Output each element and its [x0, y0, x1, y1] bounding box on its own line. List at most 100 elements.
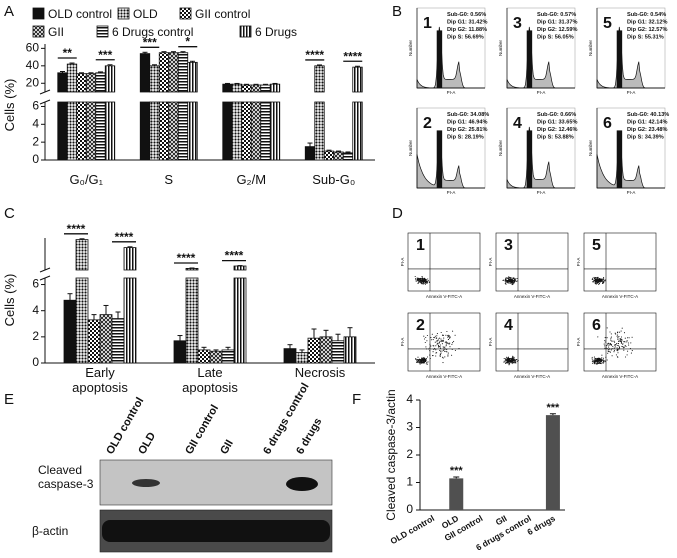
error-bar: [115, 311, 121, 319]
bar: [352, 66, 363, 93]
dot: [624, 345, 626, 347]
dot: [621, 345, 623, 347]
dot: [613, 340, 615, 342]
bar: [185, 267, 199, 271]
bar: [269, 83, 281, 93]
bar: [76, 101, 87, 161]
dot: [430, 339, 432, 341]
stat-line: Dip S: 53.88%: [537, 135, 574, 141]
dot: [415, 358, 417, 360]
dot: [449, 342, 451, 344]
y-tick-label: 2: [32, 329, 39, 343]
dot: [438, 345, 440, 347]
dot: [512, 355, 514, 357]
dot: [421, 276, 423, 278]
dot: [429, 347, 431, 349]
legend-swatch: [117, 7, 130, 20]
y-axis-label: Cleaved caspase-3/actin: [384, 389, 398, 520]
significance-label: *: [185, 35, 190, 49]
x-tick-label: G₀/G₁: [69, 172, 103, 187]
dot: [622, 343, 624, 345]
dot: [620, 330, 622, 332]
panel-letter: C: [4, 205, 15, 222]
dot: [606, 327, 608, 329]
dots: [502, 276, 518, 286]
bar: [250, 101, 262, 161]
dot: [444, 346, 446, 348]
axis-label: PI-A: [447, 90, 456, 95]
bar: [75, 239, 89, 271]
dot: [511, 278, 513, 281]
plot-number: 1: [423, 15, 432, 32]
x-tick-label: Late apoptosis: [182, 365, 238, 395]
axis-label: Number: [498, 40, 503, 57]
dot: [598, 283, 600, 285]
stat-line: Dip G2: 12.46%: [537, 127, 577, 133]
dot: [444, 348, 447, 350]
bar: [95, 101, 106, 161]
dot: [627, 342, 630, 344]
bar: [168, 101, 179, 161]
dot: [512, 359, 514, 361]
dot: [512, 281, 514, 283]
dot: [594, 362, 596, 364]
dot: [433, 345, 435, 347]
bar: [111, 318, 125, 364]
dot: [437, 342, 439, 344]
error-bar: [103, 304, 109, 315]
dot: [596, 359, 598, 361]
dot: [418, 278, 420, 280]
dot: [436, 337, 438, 339]
dot: [595, 358, 597, 360]
dot: [505, 282, 507, 284]
dot: [426, 356, 429, 358]
dot: [600, 360, 602, 362]
dot: [621, 327, 623, 329]
bar: [260, 84, 271, 93]
band: [132, 479, 160, 487]
dot: [609, 351, 611, 353]
axis-label: PI-A: [537, 190, 546, 195]
dot: [618, 346, 621, 348]
stat-line: Dip G2: 23.48%: [627, 127, 667, 133]
dot: [419, 359, 421, 361]
dot: [452, 342, 454, 344]
significance-label: ***: [143, 35, 157, 49]
y-axis-label: Cells (%): [2, 274, 17, 327]
dot: [513, 361, 515, 363]
error-bar: [98, 71, 103, 73]
dot: [423, 282, 425, 284]
dot: [429, 357, 431, 360]
dot: [513, 358, 515, 361]
dot: [417, 359, 419, 361]
dot: [593, 276, 595, 278]
y-axis-label: Cells (%): [2, 79, 17, 132]
y-tick-label: 2: [32, 134, 39, 148]
dot: [507, 359, 509, 361]
bar: [295, 352, 309, 364]
bar: [75, 277, 89, 364]
dot: [421, 357, 423, 359]
bar: [57, 72, 68, 93]
dot: [593, 279, 595, 281]
stat-line: Dip S: 56.05%: [537, 35, 574, 41]
dot: [591, 278, 593, 280]
dot: [420, 278, 422, 280]
band: [286, 477, 318, 491]
dot: [596, 279, 598, 282]
bar: [99, 314, 113, 364]
axis-break: [39, 267, 51, 273]
dot: [439, 340, 441, 342]
error-bar: [225, 82, 230, 85]
dot: [416, 278, 419, 280]
dot: [420, 281, 423, 284]
dot: [603, 359, 605, 362]
dot: [606, 337, 608, 339]
dot: [427, 279, 429, 282]
dot: [454, 349, 456, 351]
dot: [445, 350, 447, 352]
dot: [432, 351, 434, 353]
error-bar: [91, 314, 97, 320]
dot: [422, 281, 424, 283]
